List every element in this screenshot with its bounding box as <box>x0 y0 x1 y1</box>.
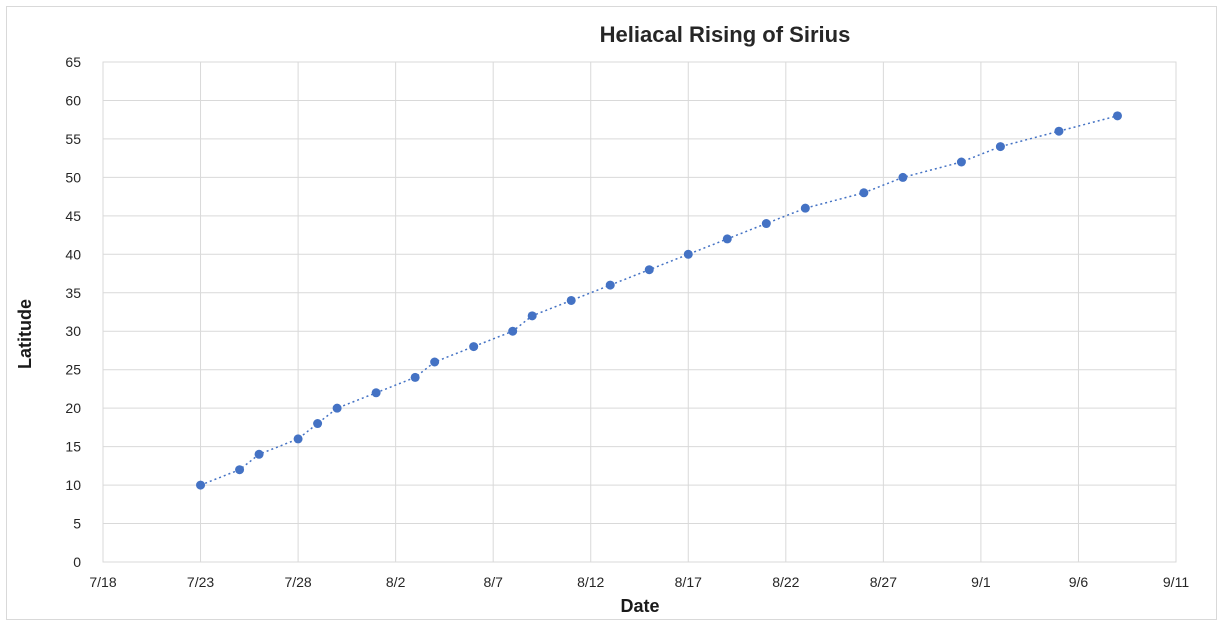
x-tick-label: 7/18 <box>89 574 116 590</box>
data-point <box>508 326 518 336</box>
data-point <box>1054 126 1064 136</box>
data-point <box>605 280 615 290</box>
x-tick-label: 8/2 <box>386 574 406 590</box>
data-point <box>722 234 732 244</box>
data-point <box>644 265 654 275</box>
x-axis-ticks: 7/18 7/23 7/28 8/2 8/7 8/12 8/17 8/22 8/27 9/1 9/6… <box>89 574 1189 590</box>
data-point <box>1112 111 1122 121</box>
data-point <box>761 219 771 229</box>
data-point <box>254 449 264 459</box>
y-tick-label: 45 <box>65 208 81 224</box>
chart-title: Heliacal Rising of Sirius <box>600 22 851 47</box>
x-tick-label: 9/6 <box>1069 574 1089 590</box>
y-axis-label: Latitude <box>15 299 35 369</box>
y-tick-label: 35 <box>65 285 81 301</box>
x-tick-label: 7/28 <box>284 574 311 590</box>
data-point <box>527 311 537 321</box>
x-tick-label: 8/17 <box>675 574 702 590</box>
y-tick-label: 60 <box>65 92 81 108</box>
x-tick-label: 8/12 <box>577 574 604 590</box>
x-tick-label: 9/1 <box>971 574 991 590</box>
series-layer <box>196 111 1122 490</box>
data-point <box>995 142 1005 152</box>
x-axis-label: Date <box>620 596 659 616</box>
y-tick-label: 30 <box>65 323 81 339</box>
data-point <box>430 357 440 367</box>
x-tick-label: 8/7 <box>483 574 503 590</box>
data-point <box>683 249 693 259</box>
data-point <box>410 372 420 382</box>
data-point <box>235 465 245 475</box>
x-tick-label: 8/27 <box>870 574 897 590</box>
data-point <box>293 434 303 444</box>
y-tick-label: 5 <box>73 516 81 532</box>
y-tick-label: 25 <box>65 362 81 378</box>
y-axis-ticks: 0 5 10 15 20 25 30 35 40 45 50 55 60 65 <box>65 54 81 570</box>
data-point <box>898 172 908 182</box>
data-point <box>469 342 479 352</box>
data-point <box>566 295 576 305</box>
data-point <box>859 188 869 198</box>
y-tick-label: 65 <box>65 54 81 70</box>
y-tick-label: 40 <box>65 246 81 262</box>
x-tick-label: 9/11 <box>1163 574 1189 590</box>
chart-frame <box>6 6 1217 620</box>
x-tick-label: 8/22 <box>772 574 799 590</box>
y-tick-label: 20 <box>65 400 81 416</box>
y-tick-label: 50 <box>65 169 81 185</box>
data-point <box>313 419 323 429</box>
plot-area <box>102 61 1177 563</box>
y-tick-label: 0 <box>73 554 81 570</box>
data-point <box>800 203 810 213</box>
data-point <box>196 480 206 490</box>
x-tick-label: 7/23 <box>187 574 214 590</box>
data-point <box>332 403 342 413</box>
data-point <box>371 388 381 398</box>
y-tick-label: 55 <box>65 131 81 147</box>
data-point <box>956 157 966 167</box>
y-tick-label: 10 <box>65 477 81 493</box>
y-tick-label: 15 <box>65 439 81 455</box>
